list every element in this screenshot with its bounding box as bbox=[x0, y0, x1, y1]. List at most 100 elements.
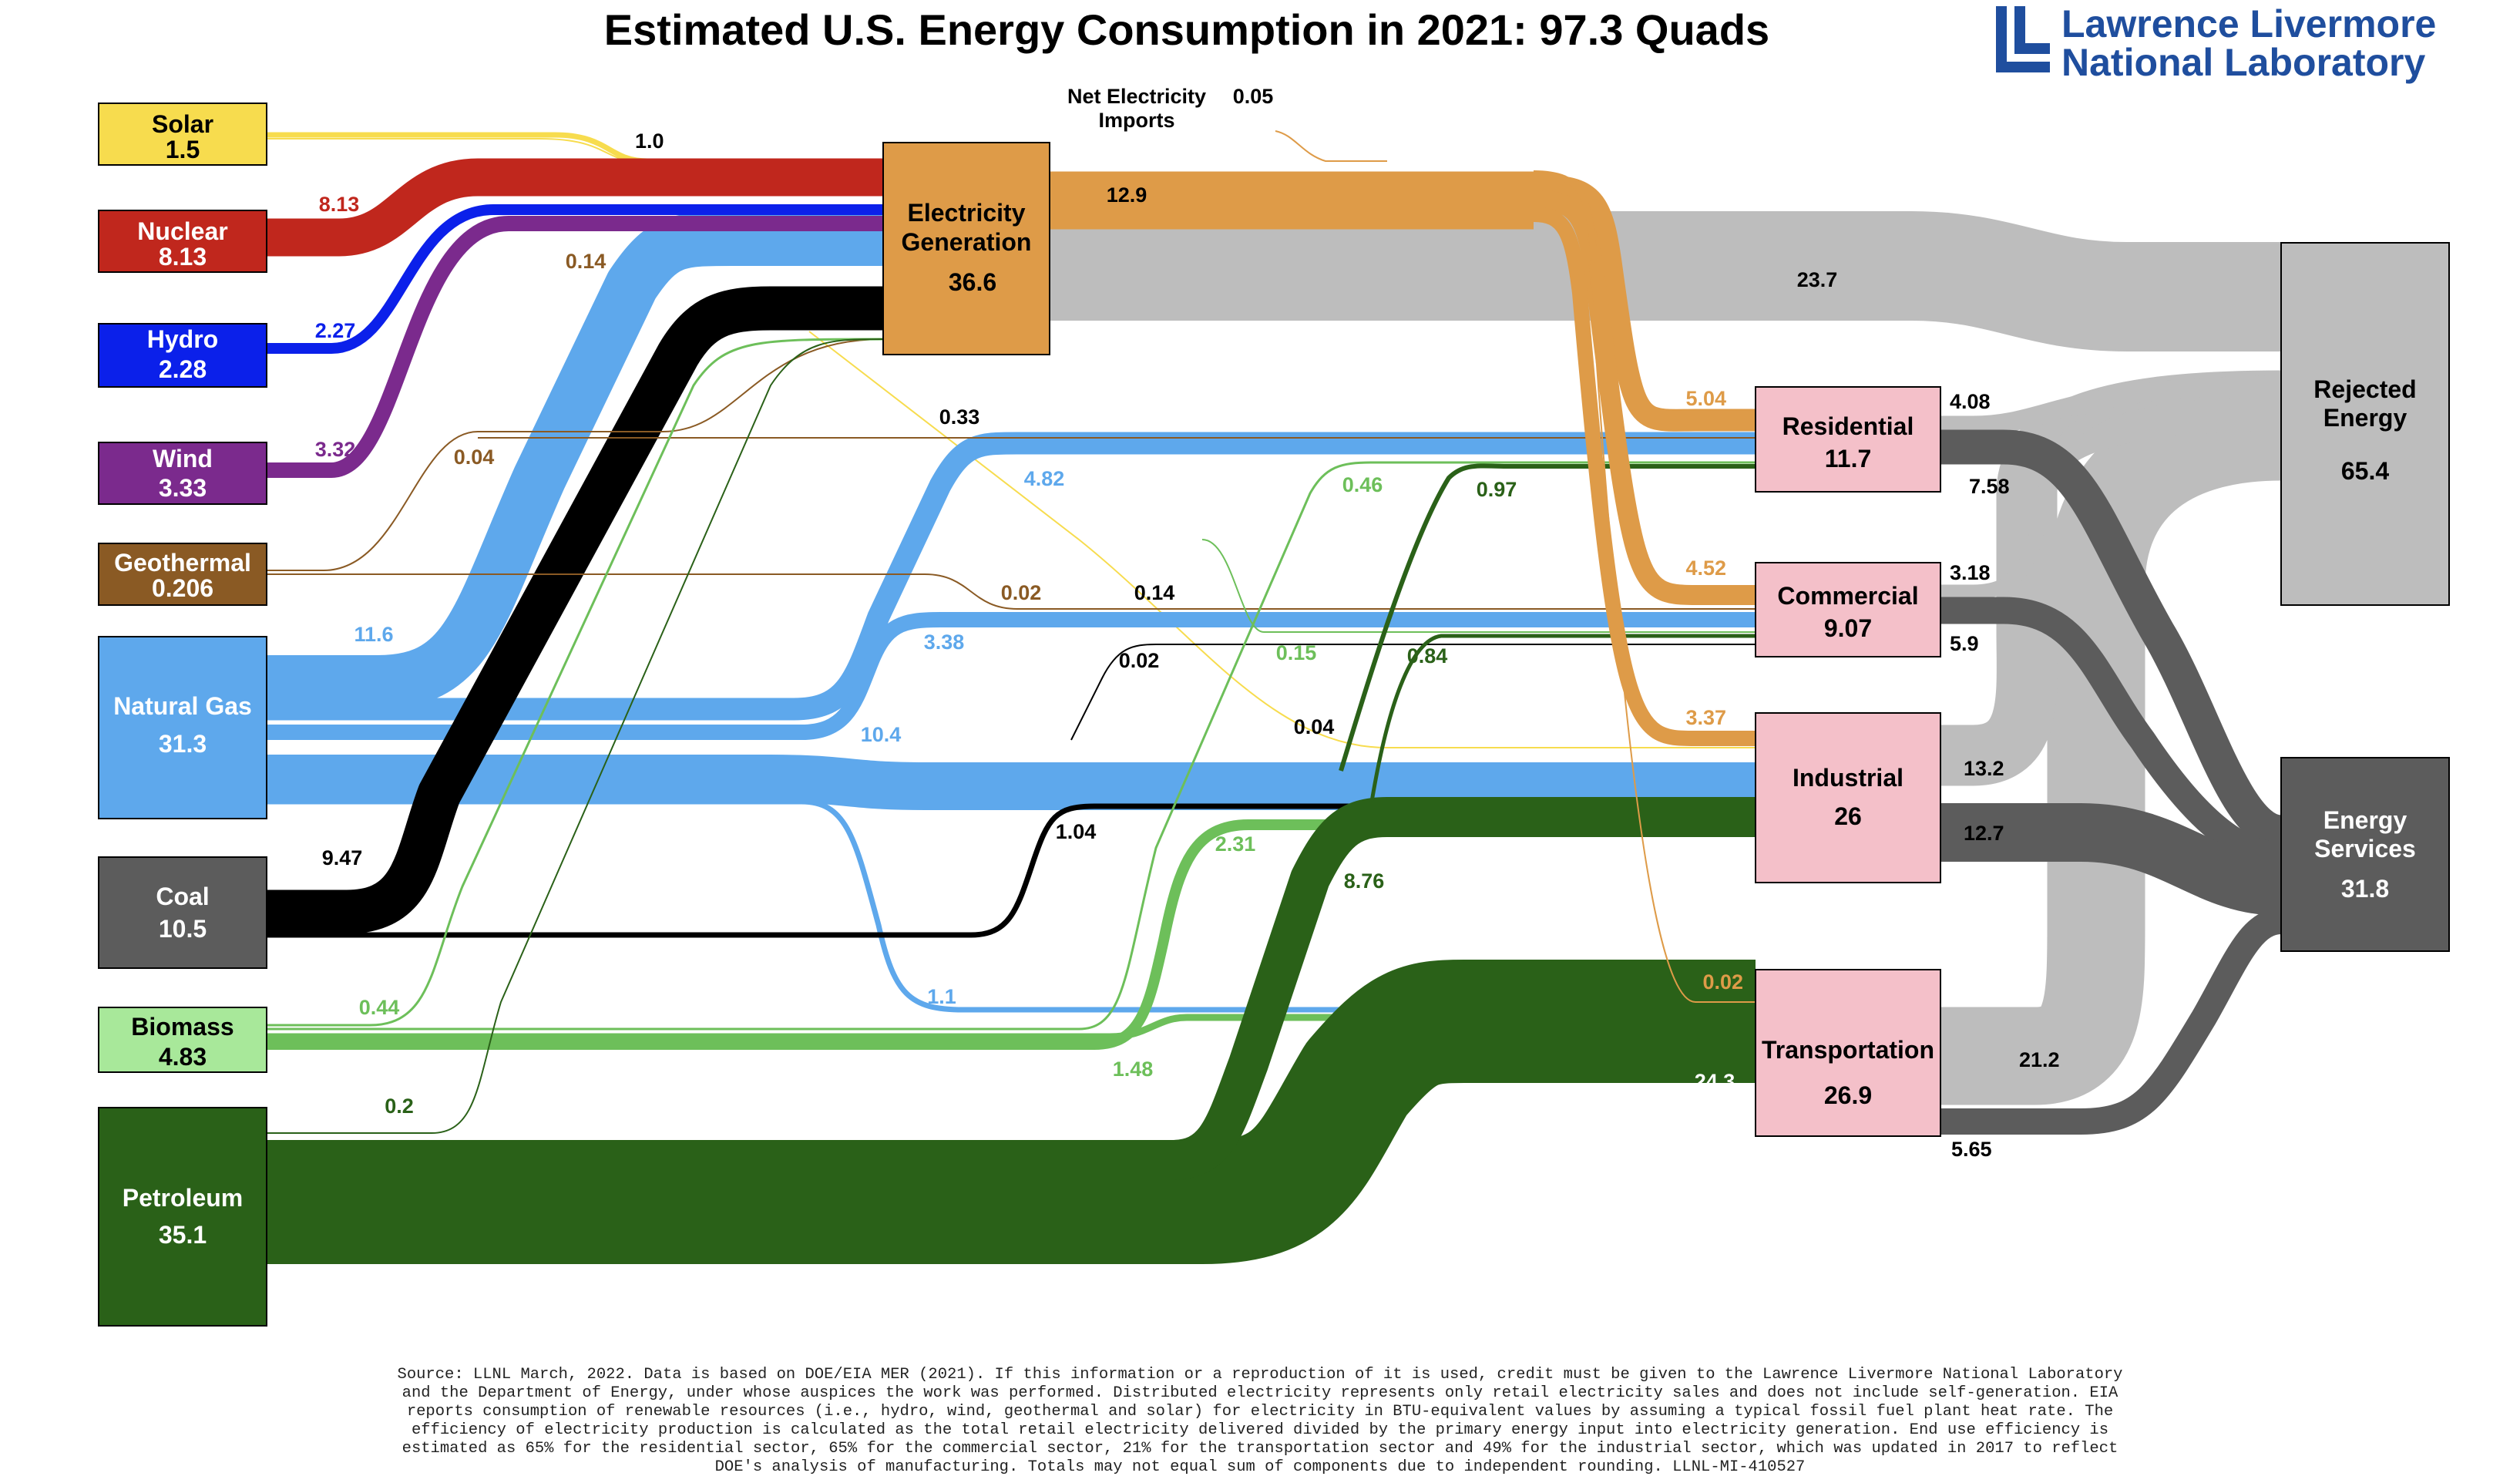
flow-industrial-rejected bbox=[1934, 370, 2282, 786]
flow-petroleum-commercial bbox=[1369, 634, 1756, 802]
flow-transportation-rejected bbox=[1934, 382, 2283, 1105]
node-petroleum-value: 35.1 bbox=[159, 1221, 207, 1249]
footer-line: efficiency of electricity production is … bbox=[411, 1421, 2109, 1439]
node-natural-gas-value: 31.3 bbox=[159, 730, 207, 758]
footer-line: estimated as 65% for the residential sec… bbox=[402, 1440, 2118, 1458]
source-footer: Source: LLNL March, 2022. Data is based … bbox=[324, 1366, 2196, 1477]
label-gas-trans: 1.1 bbox=[927, 985, 956, 1008]
label-bio-res: 0.46 bbox=[1342, 473, 1383, 496]
net-imports-line-1: Net Electricity bbox=[1067, 85, 1206, 108]
label-elec-out: 12.9 bbox=[1107, 183, 1147, 207]
node-wind-value: 3.33 bbox=[159, 474, 207, 502]
label-elec-trans: 0.02 bbox=[1702, 970, 1743, 994]
label-pet-elec: 0.2 bbox=[385, 1095, 414, 1118]
flow-geothermal-electricity bbox=[267, 338, 884, 571]
label-elec-ind: 3.37 bbox=[1685, 706, 1726, 729]
node-coal-value: 10.5 bbox=[159, 915, 207, 943]
flow-coal-commercial bbox=[1070, 644, 1756, 741]
flow-gas-electricity bbox=[267, 212, 883, 709]
nodes: Solar 1.5 Nuclear 8.13 Hydro 2.28 Wind 3… bbox=[98, 103, 2450, 1327]
label-trans-rej: 21.2 bbox=[2019, 1048, 2060, 1071]
llnl-logo: Lawrence Livermore National Laboratory bbox=[1996, 2, 2436, 84]
node-geothermal-value: 0.206 bbox=[152, 574, 213, 602]
label-gas-elec: 11.6 bbox=[354, 623, 393, 646]
node-solar[interactable]: Solar 1.5 bbox=[98, 103, 267, 166]
label-solar-com: 0.14 bbox=[1134, 581, 1175, 604]
label-gas-com: 3.38 bbox=[924, 631, 965, 654]
flow-labels: 1.0 8.13 2.27 3.32 0.14 0.04 11.6 9.47 0… bbox=[315, 129, 2060, 1161]
node-transportation[interactable]: Transportation 26.9 bbox=[1755, 969, 1941, 1137]
label-pet-ind: 8.76 bbox=[1344, 869, 1385, 893]
node-wind-name: Wind bbox=[153, 445, 213, 472]
node-energy-services[interactable]: Energy Services 31.8 bbox=[2280, 757, 2450, 952]
llnl-logo-mark bbox=[1996, 6, 2050, 72]
page-title: Estimated U.S. Energy Consumption in 202… bbox=[604, 5, 1769, 54]
node-rejected-name-1: Rejected bbox=[2313, 375, 2416, 403]
flow-biomass-commercial bbox=[1201, 539, 1756, 633]
node-biomass[interactable]: Biomass 4.83 bbox=[98, 1007, 267, 1073]
flow-electricity-transportation bbox=[1587, 230, 1756, 1003]
label-solar-res: 0.33 bbox=[939, 405, 980, 429]
label-pet-com: 0.84 bbox=[1407, 644, 1448, 668]
flow-electricity-rejected bbox=[1050, 211, 2281, 351]
node-nuclear[interactable]: Nuclear 8.13 bbox=[98, 210, 267, 273]
footer-line: Source: LLNL March, 2022. Data is based … bbox=[397, 1366, 2123, 1384]
label-elec-rej: 23.7 bbox=[1797, 268, 1838, 291]
label-nuclear-elec: 8.13 bbox=[319, 193, 360, 216]
flow-coal-industrial bbox=[267, 803, 1756, 938]
label-elec-com: 4.52 bbox=[1685, 557, 1726, 580]
flow-nuclear-electricity bbox=[267, 158, 883, 257]
label-geo-com: 0.02 bbox=[1001, 581, 1042, 604]
node-electricity-value: 36.6 bbox=[949, 268, 996, 296]
label-solar-elec: 1.0 bbox=[635, 129, 664, 153]
node-hydro[interactable]: Hydro 2.28 bbox=[98, 323, 267, 388]
label-gas-res: 4.82 bbox=[1024, 467, 1065, 490]
flow-petroleum-electricity bbox=[267, 338, 884, 1134]
node-natural-gas[interactable]: Natural Gas 31.3 bbox=[98, 636, 267, 819]
flow-industrial-services bbox=[1934, 803, 2283, 916]
label-pet-res: 0.97 bbox=[1477, 478, 1517, 501]
node-coal-name: Coal bbox=[156, 883, 209, 910]
node-commercial-name: Commercial bbox=[1777, 582, 1918, 610]
label-elec-res: 5.04 bbox=[1685, 387, 1726, 410]
node-commercial[interactable]: Commercial 9.07 bbox=[1755, 562, 1941, 657]
node-hydro-name: Hydro bbox=[147, 325, 218, 353]
flow-biomass-residential bbox=[267, 461, 1756, 1031]
node-rejected-energy[interactable]: Rejected Energy 65.4 bbox=[2280, 242, 2450, 606]
node-residential[interactable]: Residential 11.7 bbox=[1755, 386, 1941, 493]
label-com-rej: 3.18 bbox=[1950, 561, 1991, 584]
node-biomass-value: 4.83 bbox=[159, 1043, 207, 1071]
label-res-rej: 4.08 bbox=[1950, 390, 1991, 413]
flow-gas-industrial bbox=[267, 755, 1756, 810]
node-biomass-name: Biomass bbox=[131, 1013, 234, 1041]
flow-gas-transportation bbox=[267, 799, 1756, 1013]
node-industrial[interactable]: Industrial 26 bbox=[1755, 712, 1941, 883]
flow-residential-rejected bbox=[1934, 375, 2282, 435]
label-bio-ind: 2.31 bbox=[1215, 832, 1256, 856]
footer-line: and the Department of Energy, under whos… bbox=[402, 1384, 2118, 1402]
node-electricity-generation[interactable]: Electricity Generation 36.6 bbox=[882, 142, 1050, 355]
node-industrial-value: 26 bbox=[1834, 802, 1862, 830]
node-solar-name: Solar bbox=[152, 110, 213, 138]
node-services-value: 31.8 bbox=[2341, 875, 2389, 903]
label-bio-elec: 0.44 bbox=[359, 996, 400, 1019]
node-rejected-name-2: Energy bbox=[2323, 404, 2407, 432]
label-hydro-elec: 2.27 bbox=[315, 319, 356, 342]
node-petroleum[interactable]: Petroleum 35.1 bbox=[98, 1107, 267, 1327]
flow-coal-electricity bbox=[267, 286, 883, 934]
net-imports-value: 0.05 bbox=[1233, 85, 1274, 108]
node-residential-value: 11.7 bbox=[1825, 445, 1872, 472]
label-coal-elec: 9.47 bbox=[322, 846, 363, 869]
flow-wind-electricity bbox=[267, 216, 883, 478]
net-imports-label: Net Electricity Imports 0.05 bbox=[1067, 85, 1273, 132]
label-trans-serv: 5.65 bbox=[1951, 1138, 1992, 1161]
flow-electricity-bend bbox=[1533, 170, 1598, 263]
flow-electricity-industrial bbox=[1050, 207, 1756, 747]
node-wind[interactable]: Wind 3.33 bbox=[98, 442, 267, 505]
label-solar-ind: 0.04 bbox=[1294, 715, 1335, 738]
node-hydro-value: 2.28 bbox=[159, 355, 207, 383]
node-residential-name: Residential bbox=[1782, 412, 1914, 440]
node-services-name-2: Services bbox=[2314, 835, 2416, 863]
node-coal[interactable]: Coal 10.5 bbox=[98, 856, 267, 969]
node-geothermal[interactable]: Geothermal 0.206 bbox=[98, 543, 267, 606]
